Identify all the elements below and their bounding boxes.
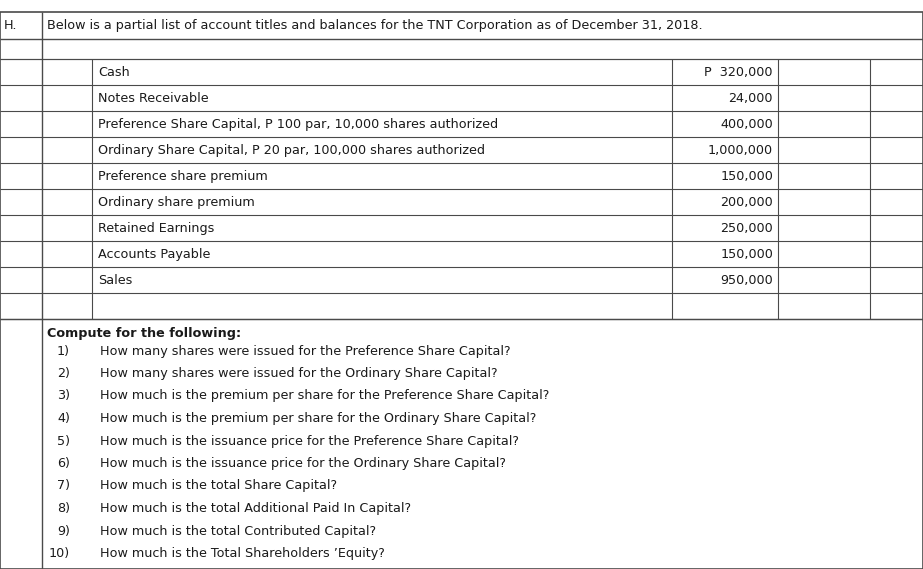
Text: Preference share premium: Preference share premium — [98, 170, 268, 183]
Text: 4): 4) — [57, 412, 70, 425]
Text: 7): 7) — [57, 480, 70, 493]
Text: Sales: Sales — [98, 274, 132, 287]
Text: How many shares were issued for the Preference Share Capital?: How many shares were issued for the Pref… — [100, 344, 510, 357]
Text: How much is the premium per share for the Ordinary Share Capital?: How much is the premium per share for th… — [100, 412, 536, 425]
Text: How much is the issuance price for the Preference Share Capital?: How much is the issuance price for the P… — [100, 435, 519, 447]
Text: How much is the premium per share for the Preference Share Capital?: How much is the premium per share for th… — [100, 390, 549, 402]
Text: 200,000: 200,000 — [720, 196, 773, 208]
Text: Retained Earnings: Retained Earnings — [98, 221, 214, 234]
Text: Cash: Cash — [98, 65, 130, 79]
Text: 950,000: 950,000 — [720, 274, 773, 287]
Text: 150,000: 150,000 — [720, 248, 773, 261]
Text: Ordinary share premium: Ordinary share premium — [98, 196, 255, 208]
Text: How much is the total Contributed Capital?: How much is the total Contributed Capita… — [100, 525, 377, 538]
Text: 150,000: 150,000 — [720, 170, 773, 183]
Text: 2): 2) — [57, 367, 70, 380]
Text: 400,000: 400,000 — [720, 118, 773, 130]
Text: How much is the issuance price for the Ordinary Share Capital?: How much is the issuance price for the O… — [100, 457, 506, 470]
Text: 10): 10) — [49, 547, 70, 560]
Text: H.: H. — [4, 19, 18, 32]
Text: 5): 5) — [57, 435, 70, 447]
Text: 1): 1) — [57, 344, 70, 357]
Text: 9): 9) — [57, 525, 70, 538]
Text: How much is the Total Shareholders ’Equity?: How much is the Total Shareholders ’Equi… — [100, 547, 385, 560]
Text: Accounts Payable: Accounts Payable — [98, 248, 210, 261]
Text: 3): 3) — [57, 390, 70, 402]
Text: 24,000: 24,000 — [728, 92, 773, 105]
Text: Below is a partial list of account titles and balances for the TNT Corporation a: Below is a partial list of account title… — [47, 19, 702, 32]
Text: P  320,000: P 320,000 — [704, 65, 773, 79]
Text: How much is the total Share Capital?: How much is the total Share Capital? — [100, 480, 337, 493]
Text: Preference Share Capital, P 100 par, 10,000 shares authorized: Preference Share Capital, P 100 par, 10,… — [98, 118, 498, 130]
Text: How much is the total Additional Paid In Capital?: How much is the total Additional Paid In… — [100, 502, 411, 515]
Text: 6): 6) — [57, 457, 70, 470]
Text: How many shares were issued for the Ordinary Share Capital?: How many shares were issued for the Ordi… — [100, 367, 497, 380]
Text: Ordinary Share Capital, P 20 par, 100,000 shares authorized: Ordinary Share Capital, P 20 par, 100,00… — [98, 143, 485, 156]
Text: Notes Receivable: Notes Receivable — [98, 92, 209, 105]
Text: 1,000,000: 1,000,000 — [708, 143, 773, 156]
Text: 8): 8) — [57, 502, 70, 515]
Text: 250,000: 250,000 — [720, 221, 773, 234]
Text: Compute for the following:: Compute for the following: — [47, 327, 241, 340]
